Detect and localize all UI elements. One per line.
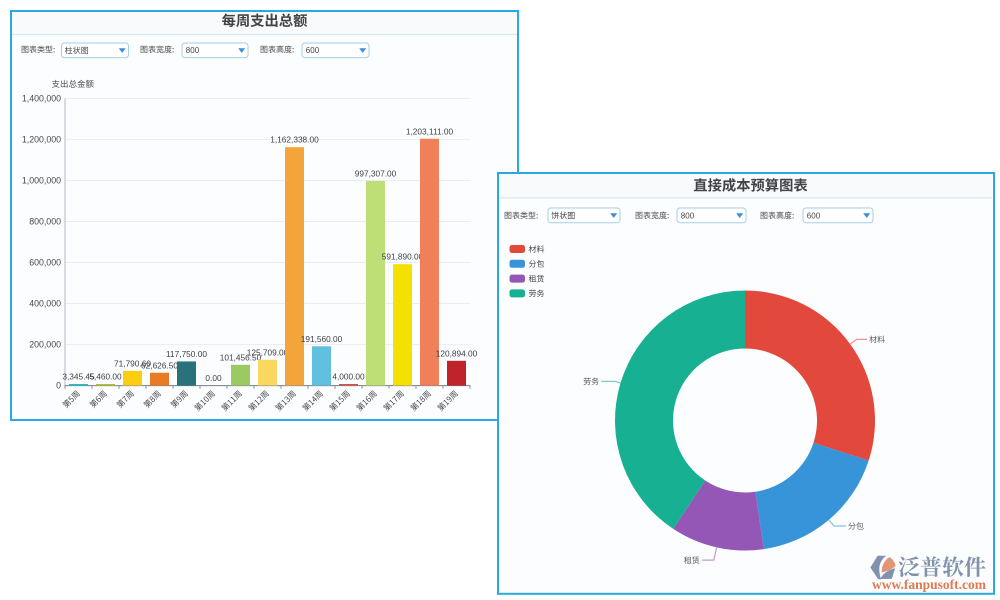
svg-text:800: 800: [681, 211, 695, 220]
svg-text:1,162,338.00: 1,162,338.00: [270, 135, 319, 145]
svg-text:3,345.45: 3,345.45: [62, 372, 95, 382]
svg-text:591,890.00: 591,890.00: [382, 252, 424, 262]
svg-text:600,000: 600,000: [29, 258, 61, 268]
svg-text:0: 0: [56, 381, 61, 391]
svg-text:1,400,000: 1,400,000: [22, 93, 61, 103]
svg-text:200,000: 200,000: [29, 340, 61, 350]
svg-text:400,000: 400,000: [29, 299, 61, 309]
svg-text:600: 600: [306, 46, 320, 55]
svg-text:101,456.50: 101,456.50: [220, 352, 262, 362]
svg-text:1,200,000: 1,200,000: [22, 134, 61, 144]
svg-text:www.fanpusoft.com: www.fanpusoft.com: [872, 577, 987, 592]
svg-text:4,000.00: 4,000.00: [332, 372, 365, 382]
svg-text:117,750.00: 117,750.00: [166, 349, 207, 359]
svg-text:800: 800: [186, 46, 200, 55]
svg-text:600: 600: [807, 211, 821, 220]
svg-text:800,000: 800,000: [29, 216, 61, 226]
svg-text:997,307.00: 997,307.00: [355, 169, 397, 179]
svg-text:71,790.60: 71,790.60: [114, 358, 151, 368]
svg-text:1,000,000: 1,000,000: [22, 175, 61, 185]
svg-text:120,894.00: 120,894.00: [436, 348, 478, 358]
svg-text:62,626.50: 62,626.50: [141, 360, 178, 370]
svg-text:0.00: 0.00: [205, 373, 222, 383]
svg-text:125,709.00: 125,709.00: [247, 347, 289, 357]
svg-text:1,203,111.00: 1,203,111.00: [406, 126, 454, 136]
svg-text:5,460.00: 5,460.00: [89, 372, 122, 382]
svg-text:191,560.00: 191,560.00: [301, 334, 343, 344]
